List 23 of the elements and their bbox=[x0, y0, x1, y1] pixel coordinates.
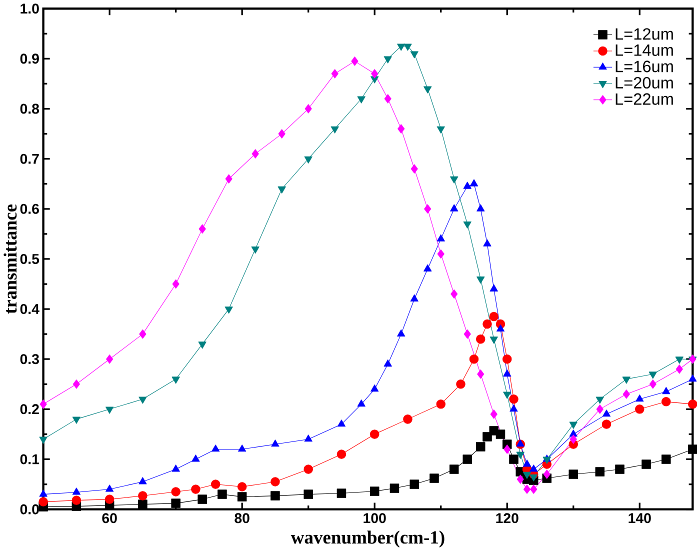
legend-label: L=14um bbox=[616, 44, 673, 56]
y-tick-label: 0.3 bbox=[20, 354, 39, 364]
x-tick-label: 120 bbox=[496, 513, 518, 524]
x-tick-label: 60 bbox=[102, 513, 117, 524]
y-tick-label: 1.0 bbox=[20, 4, 39, 14]
y-tick-label: 0.4 bbox=[20, 304, 40, 314]
y-tick-label: 0.5 bbox=[20, 254, 40, 264]
y-tick-label: 0.1 bbox=[20, 454, 40, 464]
y-tick-label: 0.9 bbox=[20, 54, 39, 64]
y-tick-label: 0.2 bbox=[20, 404, 39, 414]
legend-label: L=12um bbox=[616, 28, 673, 40]
legend-label: L=22um bbox=[616, 93, 673, 105]
legend-label: L=20um bbox=[616, 76, 673, 89]
x-tick-label: 100 bbox=[364, 513, 386, 524]
legend-label: L=16um bbox=[616, 60, 673, 72]
y-tick-label: 0.0 bbox=[20, 504, 39, 514]
x-tick-label: 80 bbox=[234, 513, 250, 524]
y-tick-label: 0.8 bbox=[20, 104, 40, 114]
y-tick-label: 0.6 bbox=[20, 204, 39, 214]
x-tick-label: 140 bbox=[628, 513, 651, 524]
y-axis-title: transmittance bbox=[4, 204, 17, 314]
y-tick-label: 0.7 bbox=[20, 154, 39, 164]
x-axis-title: wavenumber(cm-1) bbox=[290, 530, 444, 548]
